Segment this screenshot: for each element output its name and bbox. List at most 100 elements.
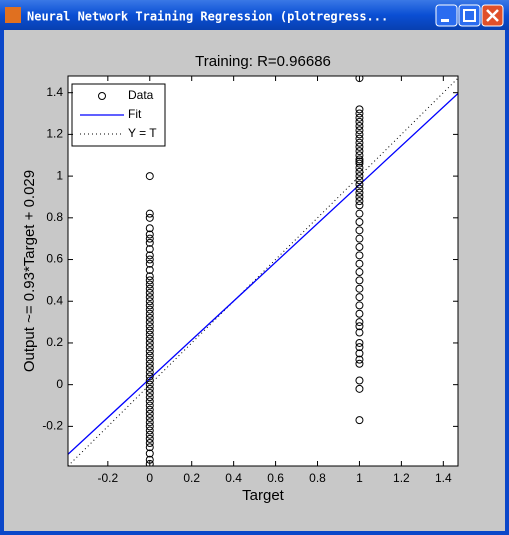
data-point	[145, 376, 154, 385]
data-point	[355, 130, 364, 139]
data-point	[355, 416, 364, 425]
data-point	[355, 259, 364, 268]
x-tick-label: 1.4	[435, 471, 452, 485]
data-point	[355, 243, 364, 252]
data-point	[355, 293, 364, 302]
data-point	[355, 355, 364, 364]
data-point	[145, 322, 154, 331]
data-point	[145, 380, 154, 389]
data-point	[355, 180, 364, 189]
data-point	[145, 393, 154, 402]
data-point	[145, 238, 154, 247]
data-point	[145, 330, 154, 339]
data-point	[355, 134, 364, 143]
data-point	[145, 224, 154, 233]
data-point	[355, 167, 364, 176]
minimize-button[interactable]	[435, 4, 458, 27]
data-point	[145, 288, 154, 297]
y-tick-label: -0.2	[42, 419, 63, 433]
data-point	[355, 343, 364, 352]
data-point	[355, 301, 364, 310]
data-point	[145, 343, 154, 352]
y-tick-label: 0.6	[46, 252, 63, 266]
data-point	[145, 422, 154, 431]
data-point	[355, 322, 364, 331]
data-point	[145, 405, 154, 414]
data-point	[145, 297, 154, 306]
data-point	[145, 334, 154, 343]
data-point	[355, 251, 364, 260]
data-point	[145, 439, 154, 448]
data-point	[355, 151, 364, 160]
data-point	[355, 188, 364, 197]
y-axis-label: Output ~= 0.93*Target + 0.029	[21, 170, 38, 372]
data-point	[355, 268, 364, 277]
data-point	[355, 197, 364, 206]
data-point	[355, 184, 364, 193]
data-point	[145, 418, 154, 427]
data-point	[355, 76, 364, 83]
data-point	[145, 309, 154, 318]
data-point	[355, 122, 364, 131]
x-axis-label: Target	[242, 487, 285, 504]
app-icon	[5, 7, 21, 23]
maximize-button[interactable]	[458, 4, 481, 27]
data-point	[355, 172, 364, 181]
data-point	[145, 426, 154, 435]
legend-marker	[98, 92, 106, 100]
data-point	[145, 172, 154, 181]
data-point	[355, 157, 364, 166]
x-tick-label: -0.2	[97, 471, 118, 485]
data-point	[355, 338, 364, 347]
y-tick-label: 0	[56, 377, 63, 391]
data-point	[355, 376, 364, 385]
data-point	[145, 272, 154, 281]
data-point	[145, 284, 154, 293]
data-point	[145, 251, 154, 260]
x-tick-label: 1.2	[393, 471, 410, 485]
data-point	[145, 265, 154, 274]
data-point	[355, 163, 364, 172]
data-point	[145, 449, 154, 458]
data-point	[145, 213, 154, 222]
data-point	[145, 338, 154, 347]
x-tick-label: 1	[356, 471, 363, 485]
y-tick-label: 0.8	[46, 210, 63, 224]
data-point	[355, 209, 364, 218]
data-point	[145, 414, 154, 423]
data-point	[145, 326, 154, 335]
data-point	[355, 147, 364, 156]
legend: Data Fit Y = T	[71, 83, 166, 147]
data-point	[355, 226, 364, 235]
data-point	[145, 347, 154, 356]
data-point	[145, 234, 154, 243]
data-point	[355, 155, 364, 164]
close-button[interactable]	[481, 4, 504, 27]
data-point	[145, 259, 154, 268]
data-point	[355, 318, 364, 327]
data-point	[145, 230, 154, 239]
legend-label: Y = T	[128, 126, 157, 140]
data-point	[355, 359, 364, 368]
data-point	[145, 409, 154, 418]
title-bar	[0, 0, 509, 30]
data-point	[355, 201, 364, 210]
data-point	[145, 313, 154, 322]
data-point	[145, 459, 154, 466]
data-point	[355, 176, 364, 185]
data-point	[145, 443, 154, 452]
x-tick-label: 0.8	[309, 471, 326, 485]
data-point	[145, 384, 154, 393]
data-point	[145, 389, 154, 398]
x-tick-label: 0	[146, 471, 153, 485]
data-point	[145, 255, 154, 264]
x-tick-label: 0.2	[183, 471, 200, 485]
y-tick-label: 0.4	[46, 293, 63, 307]
line-solid	[68, 93, 458, 455]
data-point	[145, 372, 154, 381]
window-title: Neural Network Training Regression (plot…	[27, 10, 388, 24]
data-point	[355, 105, 364, 114]
data-point	[145, 293, 154, 302]
data-point	[145, 351, 154, 360]
